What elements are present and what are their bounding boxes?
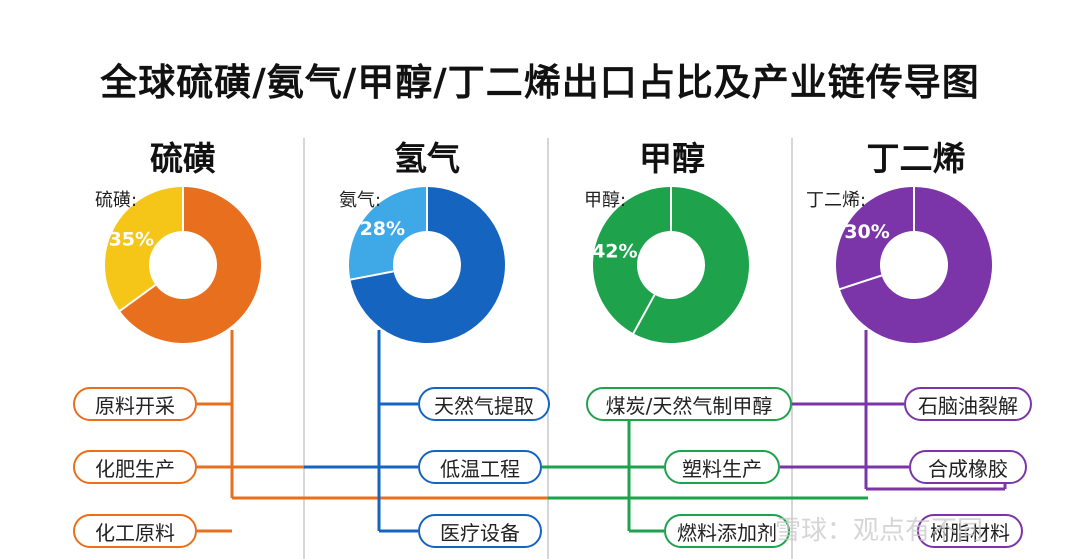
donut-main-methanol <box>633 187 749 343</box>
node-fuel-additive: 燃料添加剂 <box>664 514 790 548</box>
column-heading-ammonia: 氢气 <box>394 139 460 178</box>
donut-share-sulfur <box>104 187 183 311</box>
share-label-methanol: 甲醇: <box>584 190 627 211</box>
node-fertilizer-production: 化肥生产 <box>73 450 197 484</box>
donut-main-ammonia <box>350 187 506 343</box>
node-naphtha-cracking: 石脑油裂解 <box>904 387 1032 421</box>
watermark: 雪球：观点有不同 <box>775 516 984 546</box>
donut-percent-methanol: 42% <box>592 241 637 263</box>
donut-separator-methanol-1 <box>632 294 656 335</box>
donut-percent-butadiene: 30% <box>844 221 889 243</box>
share-label-sulfur: 硫磺: <box>95 190 138 211</box>
node-resin-material: 树脂材料 <box>917 514 1023 548</box>
node-raw-material-mining: 原料开采 <box>73 387 197 421</box>
donut-separator-ammonia-1 <box>349 270 394 281</box>
node-methanol-synthesis: 煤炭/天然气制甲醇 <box>586 387 792 421</box>
node-chemical-raw-material: 化工原料 <box>73 514 197 548</box>
node-cryogenic-engineering: 低温工程 <box>418 450 542 484</box>
column-heading-methanol: 甲醇 <box>639 139 705 178</box>
node-natural-gas-extraction: 天然气提取 <box>418 387 550 421</box>
column-heading-sulfur: 硫磺 <box>150 139 216 178</box>
node-synthetic-rubber: 合成橡胶 <box>909 450 1027 484</box>
share-label-ammonia: 氨气: <box>339 190 382 211</box>
share-label-butadiene: 丁二烯: <box>806 190 867 211</box>
donut-separator-sulfur-1 <box>118 284 157 313</box>
donut-separator-butadiene-1 <box>838 274 882 291</box>
donut-percent-ammonia: 28% <box>360 218 405 240</box>
page-title: 全球硫磺/氨气/甲醇/丁二烯出口占比及产业链传导图 <box>100 61 980 104</box>
donut-main-butadiene <box>839 187 993 343</box>
donut-share-butadiene <box>835 187 914 290</box>
donut-share-methanol <box>593 187 671 334</box>
column-dividers <box>303 138 793 559</box>
donut-share-ammonia <box>349 187 427 280</box>
column-heading-butadiene: 丁二烯 <box>866 139 966 178</box>
connector-lines <box>197 330 1007 533</box>
donut-charts: 35% 28% 42% 30% <box>104 186 993 343</box>
node-medical-equipment: 医疗设备 <box>418 514 542 548</box>
donut-main-sulfur <box>119 187 262 343</box>
donut-percent-sulfur: 35% <box>109 229 154 251</box>
node-plastics-production: 塑料生产 <box>664 450 780 484</box>
